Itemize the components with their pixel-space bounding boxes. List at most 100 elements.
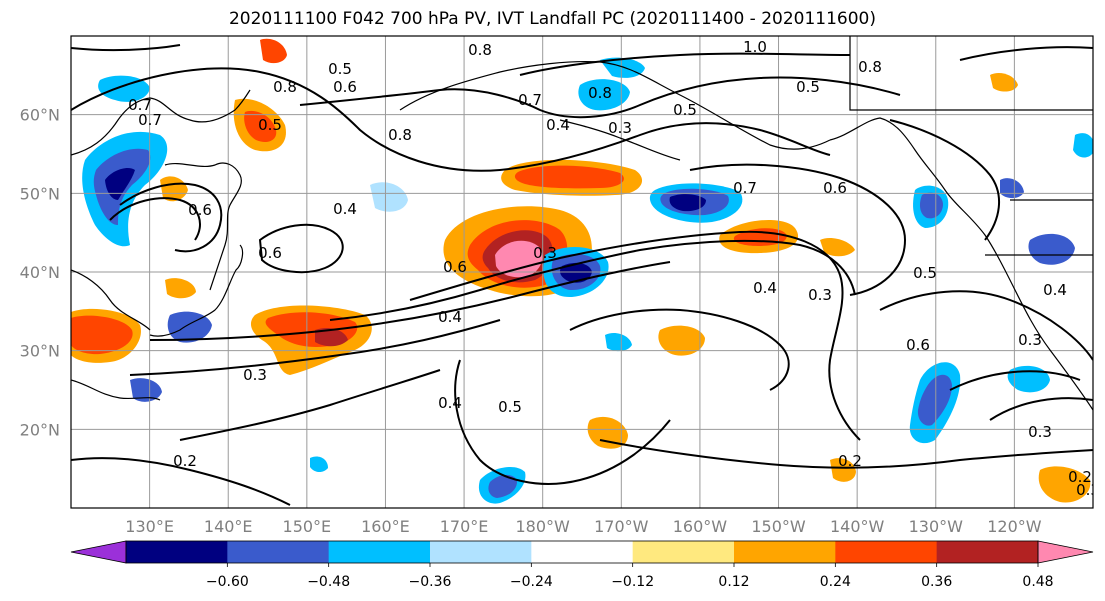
negative-anomaly-coast — [913, 185, 949, 228]
colorbar-tick-labels: −0.60 −0.48 −0.36 −0.24 −0.12 0.12 0.24 0.36 0.4… — [206, 563, 1054, 590]
graticule — [71, 36, 1093, 508]
negative-anomaly-sw — [130, 378, 162, 402]
positive-anomaly-small-10 — [820, 238, 855, 257]
lon-tick-label: 150°W — [751, 517, 806, 536]
contour-label: 0.3 — [1028, 423, 1052, 441]
contour-label: 0.4 — [753, 279, 777, 297]
contour-label: 0.3 — [1076, 481, 1100, 499]
lon-tick-label: 160°E — [361, 517, 410, 536]
contour-label: 0.3 — [243, 366, 267, 384]
contour-labels: 0.80.50.60.81.00.80.50.7 0.80.50.4 0.30.70… — [128, 38, 1100, 499]
colorbar-bin — [227, 541, 330, 563]
positive-anomaly-small-6 — [1038, 466, 1091, 503]
contour-label: 1.0 — [743, 38, 767, 56]
lon-tick-label: 170°W — [594, 517, 649, 536]
contour-label: 0.6 — [333, 78, 357, 96]
colorbar-tick-label: 0.36 — [921, 574, 952, 590]
negative-anomaly-small-c — [1073, 133, 1093, 158]
colorbar-extend-min — [70, 540, 127, 564]
contour-label: 0.4 — [1043, 281, 1067, 299]
contour-label: 0.7 — [128, 96, 152, 114]
contour-label: 0.6 — [906, 336, 930, 354]
lat-tick-label: 50°N — [20, 184, 60, 203]
lon-tick-label: 130°W — [909, 517, 964, 536]
contour-label: 0.4 — [438, 308, 462, 326]
positive-anomaly-small-9 — [165, 278, 196, 299]
contour-label: 0.6 — [443, 258, 467, 276]
colorbar-tick-label: −0.36 — [409, 574, 452, 590]
colorbar-bin — [632, 541, 735, 563]
map-title: 2020111100 F042 700 hPa PV, IVT Landfall… — [228, 9, 876, 29]
negative-anomaly-ne — [578, 79, 630, 111]
contour-label: 0.3 — [533, 244, 557, 262]
positive-anomaly-small-8 — [260, 38, 287, 64]
colorbar-bin — [328, 541, 431, 563]
positive-anomaly-small-7 — [990, 73, 1018, 92]
contour-label: 0.6 — [188, 201, 212, 219]
negative-anomaly-south — [478, 466, 526, 504]
lat-tick-label: 20°N — [20, 420, 60, 439]
contour-label: 0.6 — [258, 244, 282, 262]
contour-label: 0.3 — [1018, 331, 1042, 349]
contour-label: 0.5 — [673, 101, 697, 119]
lon-tick-label: 120°W — [987, 517, 1042, 536]
negative-anomaly-ne2 — [600, 57, 645, 78]
lat-tick-label: 40°N — [20, 263, 60, 282]
contour-label: 0.5 — [258, 116, 282, 134]
contour-label: 0.8 — [588, 84, 612, 102]
colorbar-bin — [936, 541, 1039, 563]
negative-anomaly-west — [82, 131, 168, 247]
colorbar-extend-max — [1037, 540, 1094, 564]
colorbar-outline — [125, 540, 1039, 564]
map-content: 0.80.50.60.81.00.80.50.7 0.80.50.4 0.30.70… — [71, 36, 1100, 508]
contour-label: 0.7 — [733, 179, 757, 197]
lat-tick-label: 60°N — [20, 106, 60, 125]
contour-label: 0.5 — [796, 78, 820, 96]
contour-label: 0.8 — [858, 58, 882, 76]
ivt-contours — [71, 44, 1093, 506]
negative-anomaly-small-a — [605, 333, 632, 352]
colorbar-bin — [734, 541, 836, 563]
contour-label: 0.8 — [388, 126, 412, 144]
positive-anomaly-aleutian — [501, 159, 643, 196]
contour-label: 0.6 — [823, 179, 847, 197]
contour-label: 0.4 — [546, 116, 570, 134]
coastlines — [71, 36, 1093, 411]
lon-tick-label: 160°W — [673, 517, 728, 536]
negative-anomaly-subtropics — [909, 362, 961, 444]
contour-label: 0.3 — [608, 119, 632, 137]
contour-label: 0.5 — [328, 60, 352, 78]
positive-anomaly-small-2 — [658, 325, 705, 356]
lon-tick-label: 170°E — [440, 517, 489, 536]
pv-shading — [71, 38, 1093, 504]
lon-tick-label: 130°E — [125, 517, 174, 536]
contour-label: 0.7 — [138, 111, 162, 129]
lon-tick-label: 140°W — [830, 517, 885, 536]
colorbar-bin — [835, 541, 938, 563]
negative-anomaly-small-e — [370, 182, 408, 212]
positive-anomaly-small-5 — [830, 458, 856, 482]
map-frame — [70, 35, 1094, 509]
contour-label: 0.2 — [1068, 468, 1092, 486]
contour-label: 0.8 — [273, 78, 297, 96]
latitude-tick-labels: 20°N 30°N 40°N 50°N 60°N — [20, 106, 60, 440]
contour-label: 0.2 — [838, 452, 862, 470]
contour-label: 0.5 — [498, 398, 522, 416]
colorbar-tick-label: −0.60 — [206, 574, 249, 590]
colorbar-tick-label: −0.24 — [510, 574, 553, 590]
colorbar-tick-label: −0.12 — [611, 574, 654, 590]
lon-tick-label: 150°E — [283, 517, 332, 536]
colorbar-tick-label: 0.12 — [718, 574, 749, 590]
colorbar-tick-label: 0.24 — [820, 574, 851, 590]
negative-anomaly-small-b — [310, 456, 328, 473]
longitude-tick-labels: 130°E 140°E 150°E 160°E 170°E 180°W 170°W 160°W… — [125, 517, 1041, 536]
contour-label: 0.7 — [518, 91, 542, 109]
lon-tick-label: 180°W — [516, 517, 571, 536]
lon-tick-label: 140°E — [204, 517, 253, 536]
positive-anomaly-far-west — [71, 308, 141, 363]
positive-anomaly-small-3 — [587, 416, 628, 449]
positive-anomaly-small-1 — [233, 98, 286, 152]
contour-label: 0.4 — [333, 200, 357, 218]
colorbar-tick-label: 0.48 — [1022, 574, 1053, 590]
